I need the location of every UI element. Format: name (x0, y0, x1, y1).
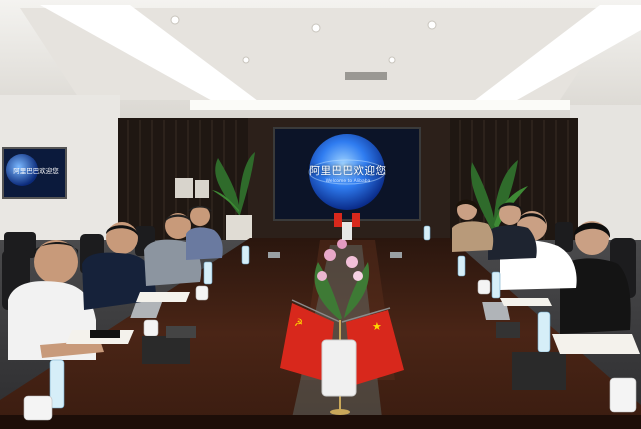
person-left-second (82, 222, 156, 310)
table-outlet-panel (390, 252, 402, 258)
side-screen-title: 阿里巴巴欢迎您 (13, 167, 59, 175)
front-vase (321, 339, 357, 397)
tissue-box-left (142, 336, 190, 364)
flag-emblem-left: ☭ (294, 318, 303, 329)
person-right-fourth (452, 199, 494, 252)
table-outlet-panel (130, 302, 163, 318)
speaker-box (175, 178, 193, 198)
water-bottles (49, 225, 551, 409)
globe-ring (308, 159, 386, 185)
tissue-box-right-back (496, 322, 520, 338)
downlight (311, 23, 321, 33)
downlight (388, 56, 396, 64)
table-front-edge (0, 415, 641, 429)
ceiling-light-left (40, 5, 262, 108)
tissue-box-left-top (166, 326, 196, 338)
tissue-box-right (512, 352, 566, 390)
back-flag (352, 213, 360, 227)
person-right-front (560, 221, 631, 334)
china-flag-left (280, 303, 334, 382)
table-outlet-panel (268, 252, 280, 258)
back-vase (342, 222, 352, 240)
ceiling-light-right (470, 5, 641, 104)
tea-cups (23, 279, 637, 421)
side-globe-graphic (6, 154, 38, 186)
downlight (170, 15, 180, 25)
back-flag (334, 213, 342, 227)
mobile-phone (90, 330, 120, 338)
flag-stand (291, 299, 391, 415)
flag-stars-right: ★ (372, 320, 382, 333)
ceiling-light-back (190, 100, 570, 110)
table-outlet-panel (482, 302, 511, 320)
flower-centerpiece (314, 239, 370, 320)
downlight (242, 56, 250, 64)
ceiling-vent (345, 72, 387, 80)
person-left-fourth (186, 206, 223, 260)
main-screen-subtitle: Welcome to Alibaba (325, 179, 371, 184)
globe-graphic (309, 134, 385, 210)
speaker-box (195, 180, 209, 198)
downlight (427, 20, 437, 30)
person-right-third (488, 202, 537, 260)
china-flag-right (346, 310, 404, 386)
main-screen-title: 阿里巴巴欢迎您 (309, 165, 387, 177)
